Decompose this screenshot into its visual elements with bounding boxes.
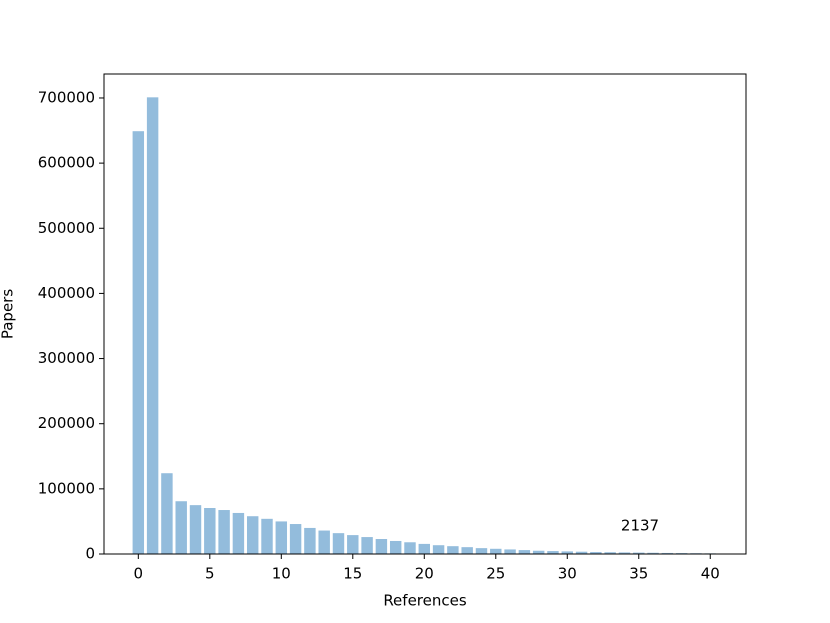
bar	[432, 545, 445, 554]
bar	[461, 547, 473, 554]
bar	[246, 516, 259, 554]
bar	[604, 552, 616, 554]
y-tick-label: 200000	[38, 414, 95, 432]
bar	[204, 508, 216, 554]
x-tick-label: 30	[558, 565, 577, 583]
bar	[447, 546, 459, 554]
y-tick-label: 100000	[38, 479, 95, 497]
bar	[189, 505, 202, 554]
bar	[475, 548, 488, 554]
bar	[504, 549, 516, 554]
bar	[633, 552, 645, 554]
bar	[490, 548, 502, 554]
y-tick-label: 300000	[38, 349, 95, 367]
bar	[590, 552, 602, 554]
bar	[389, 540, 402, 554]
x-axis-label: References	[383, 592, 467, 610]
bar	[332, 533, 345, 554]
bar	[361, 537, 373, 554]
x-tick-label: 40	[701, 565, 720, 583]
x-tick-label: 25	[486, 565, 505, 583]
x-tick-label: 5	[205, 565, 215, 583]
x-tick-label: 35	[629, 565, 648, 583]
bar	[561, 551, 573, 554]
bar	[175, 501, 187, 554]
y-tick-label: 600000	[38, 154, 95, 172]
bar	[418, 543, 431, 554]
bar	[532, 550, 545, 554]
bar	[404, 542, 416, 554]
x-tick-label: 0	[134, 565, 144, 583]
bar	[218, 510, 230, 554]
bar	[347, 535, 359, 554]
x-tick-label: 10	[272, 565, 291, 583]
bar	[575, 551, 588, 554]
bar	[661, 552, 674, 554]
y-axis-label: Papers	[0, 289, 17, 339]
bar	[261, 518, 273, 554]
x-tick-label: 15	[343, 565, 362, 583]
bar	[547, 551, 559, 554]
y-tick-label: 400000	[38, 284, 95, 302]
bar	[304, 527, 316, 554]
bar	[375, 539, 388, 554]
bar	[647, 552, 659, 554]
bar	[275, 521, 288, 554]
y-tick-label: 0	[85, 545, 95, 563]
y-tick-label: 500000	[38, 219, 95, 237]
bar	[146, 97, 159, 554]
bar	[232, 512, 245, 554]
bar	[161, 473, 173, 554]
bar	[318, 530, 330, 554]
x-tick-label: 20	[415, 565, 434, 583]
bar	[618, 552, 631, 554]
plot-frame	[103, 73, 747, 555]
bar	[289, 524, 302, 554]
bar	[132, 131, 145, 554]
annotation: 2137	[621, 517, 659, 535]
y-tick-label: 700000	[38, 88, 95, 106]
bar	[518, 550, 531, 554]
